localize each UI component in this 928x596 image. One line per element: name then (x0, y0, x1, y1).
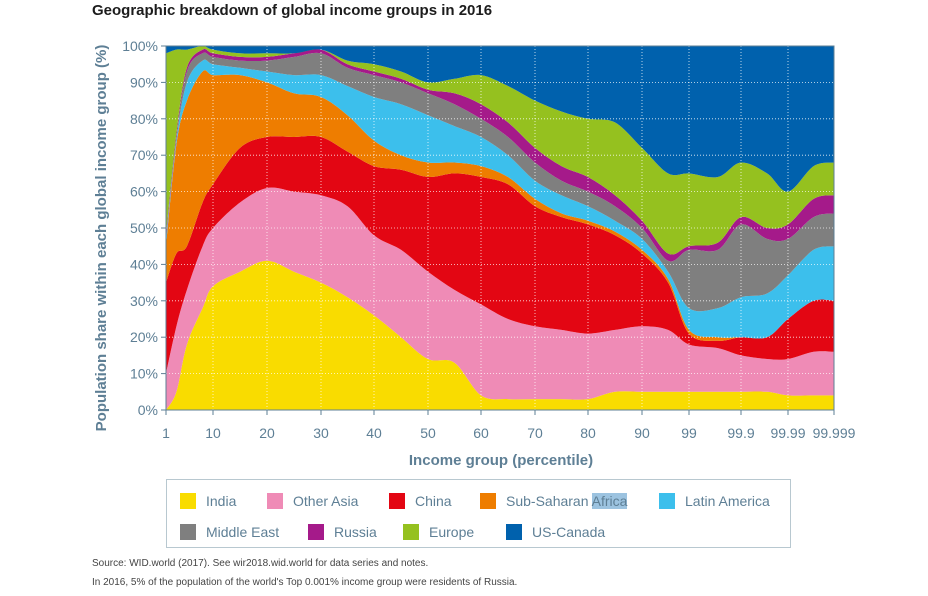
source-note: Source: WID.world (2017). See wir2018.wi… (92, 558, 429, 569)
legend-label-sub-saharan-africa: Sub-Saharan Africa (506, 493, 628, 509)
area-other-asia (166, 187, 834, 410)
legend-swatch-sub-saharan-africa (480, 493, 496, 509)
x-tick-label: 1 (162, 425, 170, 441)
x-tick-label: 20 (259, 425, 275, 441)
legend-swatch-india (180, 493, 196, 509)
legend-label-india: India (206, 493, 237, 509)
y-tick-label: 90% (130, 74, 158, 90)
legend-item-latin-america: Latin America (659, 493, 770, 509)
legend-swatch-us-canada (506, 524, 522, 540)
legend-label-other-asia: Other Asia (293, 493, 359, 509)
legend-item-europe: Europe (403, 524, 474, 540)
x-tick-label: 99.999 (813, 425, 856, 441)
x-tick-label: 99 (681, 425, 697, 441)
x-axis-label: Income group (percentile) (409, 452, 593, 469)
y-tick-label: 10% (130, 366, 158, 382)
legend: India Other Asia China Sub-Saharan Afric… (166, 479, 791, 548)
x-tick-label: 80 (580, 425, 596, 441)
legend-swatch-middle-east (180, 524, 196, 540)
area-latin-america (166, 59, 834, 339)
legend-swatch-other-asia (267, 493, 283, 509)
legend-item-us-canada: US-Canada (506, 524, 605, 540)
y-tick-label: 70% (130, 147, 158, 163)
legend-swatch-latin-america (659, 493, 675, 509)
area-sub-saharan-africa (166, 70, 834, 341)
y-axis-label: Population share within each global inco… (93, 45, 110, 432)
x-tick-label: 99.99 (770, 425, 805, 441)
chart-title: Geographic breakdown of global income gr… (92, 2, 493, 19)
legend-label-middle-east: Middle East (206, 524, 280, 540)
y-tick-label: 30% (130, 293, 158, 309)
legend-swatch-china (389, 493, 405, 509)
x-tick-label: 99.9 (727, 425, 754, 441)
legend-label-latin-america: Latin America (685, 493, 770, 509)
area-china (166, 135, 834, 374)
legend-item-sub-saharan-africa: Sub-Saharan Africa (480, 493, 628, 509)
x-tick-label: 60 (473, 425, 489, 441)
y-tick-label: 80% (130, 111, 158, 127)
y-tick-label: 0% (138, 402, 158, 418)
legend-label-us-canada: US-Canada (532, 524, 606, 540)
y-tick-label: 40% (130, 256, 158, 272)
legend-label-europe: Europe (429, 524, 475, 540)
x-tick-label: 30 (313, 425, 329, 441)
area-india (166, 260, 834, 410)
legend-item-middle-east: Middle East (180, 524, 279, 540)
y-tick-label: 20% (130, 329, 158, 345)
x-tick-label: 70 (527, 425, 543, 441)
footnote: In 2016, 5% of the population of the wor… (92, 577, 518, 588)
x-tick-label: 50 (420, 425, 436, 441)
legend-item-other-asia: Other Asia (267, 493, 358, 509)
y-tick-label: 50% (130, 220, 158, 236)
legend-label-china: China (415, 493, 452, 509)
legend-swatch-russia (308, 524, 324, 540)
legend-label-russia: Russia (334, 524, 377, 540)
x-tick-label: 90 (634, 425, 650, 441)
y-tick-label: 60% (130, 184, 158, 200)
grid-lines (166, 46, 834, 410)
x-tick-label: 10 (205, 425, 221, 441)
y-tick-label: 100% (122, 38, 158, 54)
legend-item-india: India (180, 493, 236, 509)
area-middle-east (166, 52, 834, 312)
legend-item-china: China (389, 493, 452, 509)
axes: 0% 10% 20% 30% 40% 50% 60% 70% 80% 90% 100% 1 10 20 30… (122, 38, 855, 441)
x-tick-label: 40 (366, 425, 382, 441)
legend-item-russia: Russia (308, 524, 377, 540)
legend-swatch-europe (403, 524, 419, 540)
area-europe (166, 46, 834, 255)
